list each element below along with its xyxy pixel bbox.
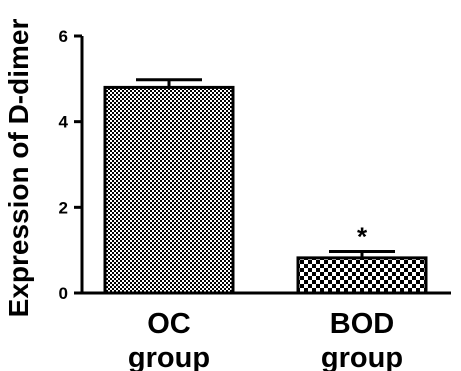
y-axis-title: Expression of D-dimer <box>3 19 34 318</box>
bars: * <box>103 78 428 295</box>
significance-marker-1: * <box>357 221 368 251</box>
y-tick-label-3: 6 <box>59 27 68 46</box>
y-tick-label-1: 2 <box>59 198 68 217</box>
x-axis-labels: OC group BOD group <box>128 308 403 371</box>
x-tick-label-0: OC group <box>128 308 210 371</box>
x-tick-label-1: BOD group <box>321 308 403 371</box>
y-tick-label-2: 4 <box>59 113 69 132</box>
y-tick-label-0: 0 <box>59 284 68 303</box>
bar-1 <box>296 256 428 295</box>
y-axis-ticks: 0 2 4 6 <box>59 27 82 303</box>
bar-0 <box>103 85 235 295</box>
